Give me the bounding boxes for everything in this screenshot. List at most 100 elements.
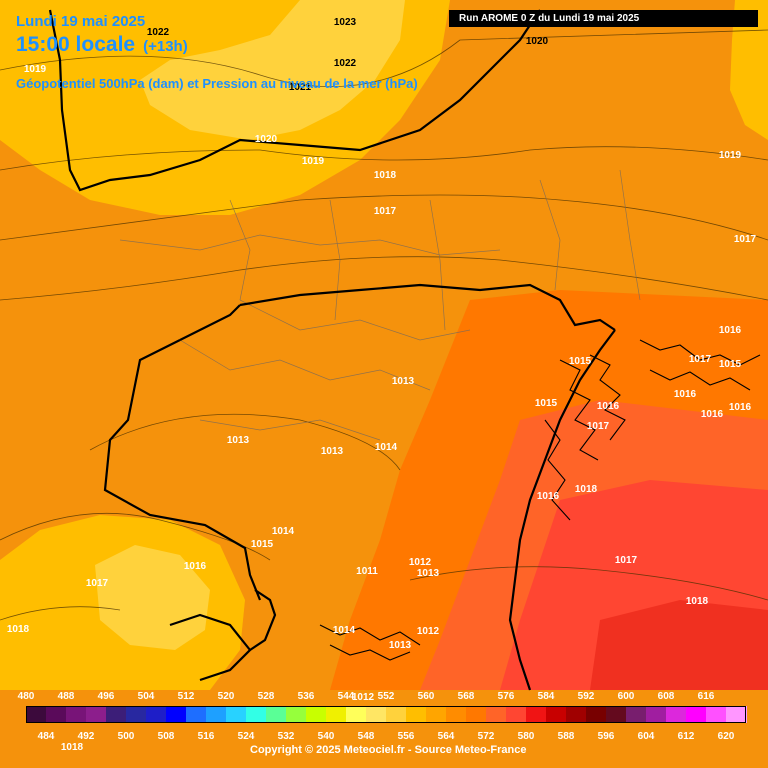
run-info-bar: Run AROME 0 Z du Lundi 19 mai 2025 — [449, 10, 758, 27]
legend-tick-top: 616 — [697, 691, 715, 702]
geopotential-field-sw-core — [95, 545, 210, 650]
pressure-label: 1022 — [147, 27, 170, 38]
legend-color-swatch — [246, 706, 267, 723]
pressure-label: 1020 — [526, 36, 549, 47]
legend-tick-bottom: 612 — [677, 731, 695, 742]
forecast-date: Lundi 19 mai 2025 — [16, 13, 146, 30]
pressure-label: 1016 — [729, 402, 752, 413]
local-time-label: 15:00 locale — [16, 33, 136, 56]
legend-tick-top: 480 — [17, 691, 35, 702]
pressure-label: 1013 — [392, 376, 415, 387]
pressure-label: 1017 — [734, 234, 757, 245]
copyright-text: Copyright © 2025 Meteociel.fr - Source M… — [250, 744, 527, 756]
legend-tick-top: 608 — [657, 691, 675, 702]
pressure-label: 1020 — [255, 134, 278, 145]
legend-tick-top: 568 — [457, 691, 475, 702]
legend-color-swatch — [446, 706, 467, 723]
pressure-label: 1012 — [409, 557, 432, 568]
legend-color-swatch — [286, 706, 307, 723]
legend-color-swatch — [106, 706, 127, 723]
pressure-label: 1016 — [537, 491, 560, 502]
legend-color-swatch — [486, 706, 507, 723]
forecast-local-time: 15:00 locale (+13h) — [16, 33, 188, 57]
legend-tick-bottom: 516 — [197, 731, 215, 742]
pressure-label: 1012 — [417, 626, 440, 637]
legend-color-swatch — [306, 706, 327, 723]
pressure-label: 1017 — [689, 354, 712, 365]
pressure-label: 1023 — [334, 17, 357, 28]
pressure-label: 1013 — [321, 446, 344, 457]
legend-color-swatch — [86, 706, 107, 723]
legend-color-swatch — [206, 706, 227, 723]
legend-color-swatch — [326, 706, 347, 723]
legend-color-swatch — [526, 706, 547, 723]
pressure-label: 1016 — [674, 389, 697, 400]
pressure-label: 1018 — [61, 742, 84, 753]
legend-color-swatch — [426, 706, 447, 723]
legend-color-swatch — [586, 706, 607, 723]
map-title: Géopotentiel 500hPa (dam) et Pression au… — [16, 76, 418, 91]
legend-color-swatch — [186, 706, 207, 723]
legend-color-swatch — [546, 706, 567, 723]
region-borders — [119, 169, 641, 441]
forecast-step: (+13h) — [143, 38, 188, 55]
pressure-label: 1019 — [24, 64, 47, 75]
legend-color-swatch — [346, 706, 367, 723]
legend-tick-bottom: 508 — [157, 731, 175, 742]
pressure-label: 1017 — [587, 421, 610, 432]
legend-tick-top: 520 — [217, 691, 235, 702]
legend-tick-bottom: 548 — [357, 731, 375, 742]
legend-tick-top: 512 — [177, 691, 195, 702]
legend-tick-top: 544 — [337, 691, 355, 702]
legend-color-swatch — [606, 706, 627, 723]
legend-tick-bottom: 556 — [397, 731, 415, 742]
pressure-label: 1019 — [302, 156, 325, 167]
legend-color-swatch — [406, 706, 427, 723]
legend-tick-top: 560 — [417, 691, 435, 702]
legend-tick-bottom: 580 — [517, 731, 535, 742]
pressure-label: 1018 — [686, 596, 709, 607]
pressure-label: 1017 — [615, 555, 638, 566]
legend-tick-bottom: 540 — [317, 731, 335, 742]
pressure-label: 1018 — [575, 484, 598, 495]
pressure-label: 1013 — [417, 568, 440, 579]
legend-color-swatch — [266, 706, 287, 723]
legend-tick-top: 488 — [57, 691, 75, 702]
legend-tick-bottom: 484 — [37, 731, 55, 742]
legend-color-swatch — [166, 706, 187, 723]
legend-tick-bottom: 620 — [717, 731, 735, 742]
pressure-label: 1019 — [719, 150, 742, 161]
legend-color-swatch — [726, 706, 747, 723]
pressure-label: 1013 — [389, 640, 412, 651]
legend-tick-bottom: 524 — [237, 731, 255, 742]
pressure-label: 1014 — [375, 442, 398, 453]
pressure-label: 1015 — [719, 359, 742, 370]
pressure-label: 1018 — [374, 170, 397, 181]
legend-color-swatch — [646, 706, 667, 723]
geopotential-field-ne-yellow — [730, 0, 768, 140]
legend-tick-top: 528 — [257, 691, 275, 702]
pressure-label: 1014 — [333, 625, 356, 636]
legend-tick-top: 592 — [577, 691, 595, 702]
legend-tick-bottom: 604 — [637, 731, 655, 742]
pressure-label: 1022 — [334, 58, 357, 69]
pressure-label: 1011 — [356, 566, 378, 577]
pressure-label: 1016 — [597, 401, 620, 412]
legend-color-swatch — [706, 706, 727, 723]
pressure-label: 1016 — [719, 325, 742, 336]
legend-tick-top: 584 — [537, 691, 555, 702]
geopotential-field-se-588 — [590, 600, 768, 690]
legend-tick-top: 576 — [497, 691, 515, 702]
legend-color-swatch — [146, 706, 167, 723]
pressure-label: 1015 — [251, 539, 274, 550]
legend-tick-top: 496 — [97, 691, 115, 702]
color-scale-legend: 480 488 496 504 512 520 528 536 544 552 560 568 576 5… — [0, 686, 768, 768]
legend-tick-bottom: 588 — [557, 731, 575, 742]
legend-tick-top: 536 — [297, 691, 315, 702]
isobars — [0, 29, 768, 621]
legend-color-swatch — [666, 706, 687, 723]
pressure-label: 1014 — [272, 526, 295, 537]
legend-color-swatch — [366, 706, 387, 723]
pressure-labels: 1023 1022 1022 1021 1019 1020 1018 1020 1019 1019… — [7, 17, 757, 753]
